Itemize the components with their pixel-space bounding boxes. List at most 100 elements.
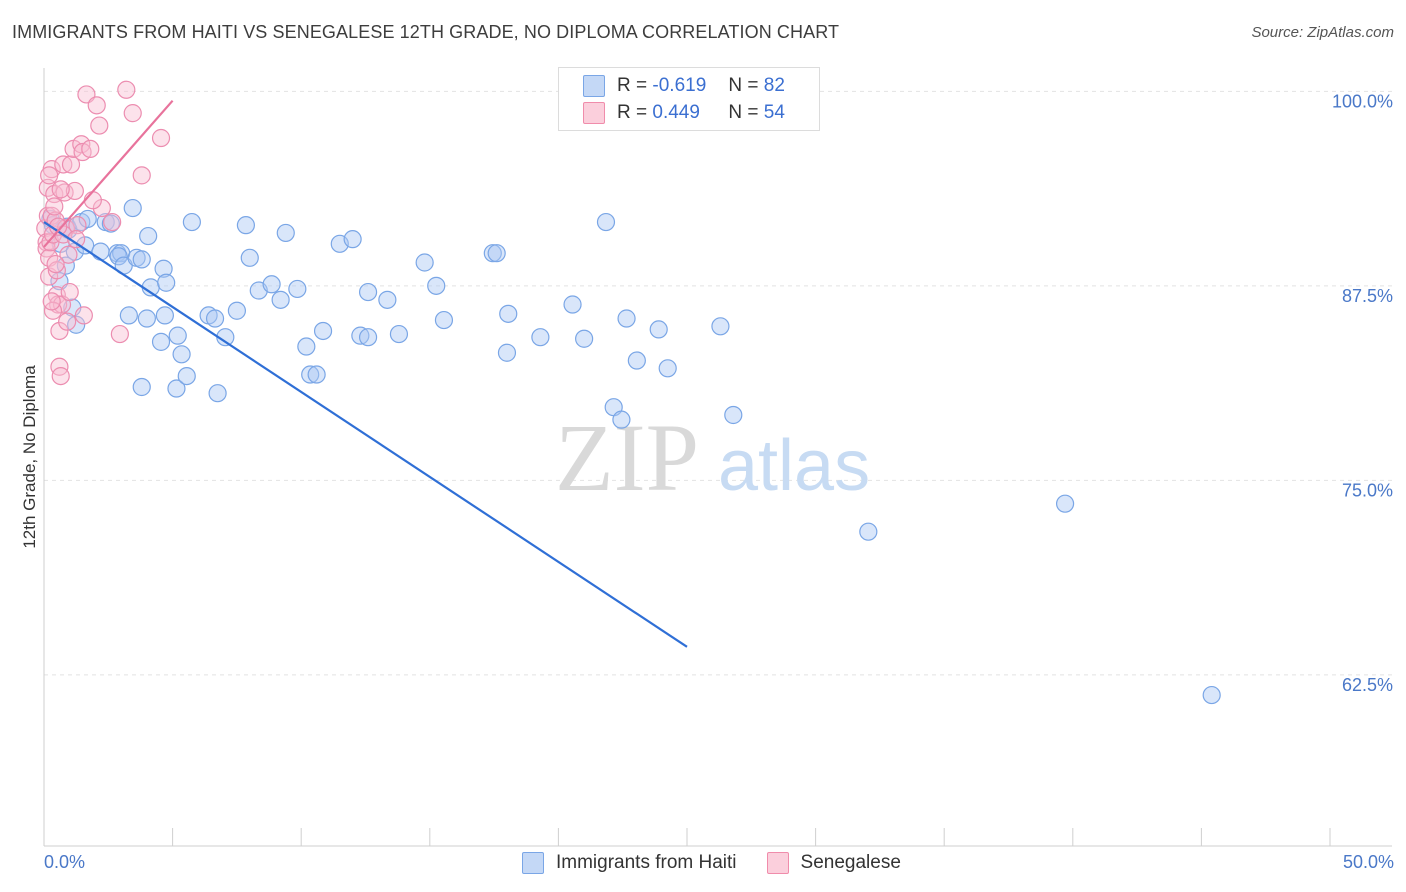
legend-swatch-haiti — [522, 852, 544, 874]
legend-label-senegalese: Senegalese — [800, 852, 901, 873]
haiti-point — [627, 351, 646, 370]
haiti-point — [205, 309, 225, 328]
legend-r-label: R = — [617, 75, 648, 96]
haiti-point — [155, 306, 174, 325]
haiti-point — [137, 309, 156, 328]
legend-row-haiti: R = -0.619 N = 82 — [583, 74, 785, 98]
legend-r-value: 0.449 — [652, 102, 700, 123]
trend-lines — [43, 99, 688, 648]
y-tick-labels: 100.0% 87.5% 75.0% 62.5% — [1332, 91, 1393, 695]
axes — [43, 68, 1392, 847]
watermark: ZIP atlas — [555, 404, 870, 511]
haiti-point — [307, 365, 326, 384]
haiti-point — [182, 212, 201, 232]
haiti-point — [358, 282, 378, 302]
haiti-point — [132, 377, 151, 397]
watermark-atlas: atlas — [718, 426, 870, 506]
haiti-point — [434, 310, 454, 330]
senegalese-point — [83, 191, 102, 210]
haiti-point — [157, 273, 176, 292]
senegalese-point — [50, 321, 69, 341]
senegalese-point — [81, 139, 100, 159]
x-tick-label-max: 50.0% — [1342, 852, 1394, 872]
senegalese-point — [60, 282, 79, 302]
y-tick-label: 75.0% — [1342, 480, 1393, 500]
haiti-point — [711, 317, 730, 336]
haiti-point — [596, 212, 616, 232]
haiti-point — [276, 223, 295, 243]
chart-title: IMMIGRANTS FROM HAITI VS SENEGALESE 12TH… — [12, 22, 840, 42]
haiti-point — [139, 226, 158, 246]
haiti-point — [343, 230, 362, 249]
legend-n-value: 54 — [763, 102, 785, 123]
haiti-point — [132, 250, 151, 269]
series-haiti-points — [41, 198, 1221, 705]
haiti-point — [563, 295, 582, 314]
haiti-point — [109, 247, 128, 266]
legend-swatch-haiti — [583, 75, 605, 97]
legend-r-value: -0.619 — [652, 75, 707, 96]
legend-n-value: 82 — [763, 75, 785, 96]
senegalese-point — [59, 245, 78, 264]
haiti-point — [1055, 494, 1075, 513]
haiti-point — [78, 209, 97, 229]
senegalese-point — [151, 128, 171, 148]
legend-swatch-senegalese — [766, 852, 789, 874]
haiti-point — [167, 379, 186, 398]
haiti-point — [76, 236, 95, 255]
haiti-point — [313, 321, 333, 341]
series-legend: Immigrants from Haiti Senegalese — [522, 852, 931, 874]
legend-n-label: N = — [728, 102, 759, 123]
haiti-point — [612, 410, 631, 429]
haiti-point — [531, 328, 550, 347]
senegalese-point — [123, 104, 142, 123]
senegalese-point — [47, 261, 66, 280]
haiti-point — [658, 359, 677, 378]
senegalese-point — [42, 292, 61, 311]
haiti-point — [649, 320, 668, 339]
haiti-point — [427, 276, 446, 295]
senegalese-point — [90, 116, 109, 135]
haiti-point — [177, 366, 196, 386]
legend-item-haiti: Immigrants from Haiti — [522, 852, 737, 874]
senegalese-point — [45, 197, 64, 216]
senegalese-point — [132, 166, 151, 185]
haiti-point — [378, 290, 397, 309]
haiti-point — [358, 328, 378, 347]
y-tick-label: 62.5% — [1342, 675, 1393, 695]
correlation-legend: R = -0.619 N = 82 R = 0.449 N = 54 — [558, 67, 820, 131]
y-tick-label: 100.0% — [1332, 91, 1393, 111]
haiti-point — [617, 309, 636, 328]
haiti-point — [271, 290, 290, 309]
legend-item-senegalese: Senegalese — [766, 852, 901, 874]
haiti-point — [859, 522, 878, 541]
senegalese-point — [74, 306, 93, 325]
senegalese-point — [61, 155, 81, 174]
haiti-point — [227, 301, 246, 320]
grid-lines — [44, 90, 1392, 676]
haiti-point — [415, 253, 434, 272]
haiti-point — [301, 365, 320, 384]
haiti-point — [208, 384, 227, 403]
haiti-point — [236, 216, 256, 235]
senegalese-point — [58, 312, 77, 331]
haiti-point — [154, 259, 173, 278]
senegalese-point — [50, 357, 69, 376]
senegalese-point — [51, 366, 70, 386]
senegalese-point — [51, 180, 70, 199]
haiti-point — [575, 329, 594, 348]
haiti-point — [172, 345, 191, 364]
x-tick-label-min: 0.0% — [44, 852, 86, 872]
senegalese-point — [103, 212, 122, 232]
haiti-point — [487, 244, 506, 263]
legend-label-haiti: Immigrants from Haiti — [556, 852, 737, 873]
senegalese-point — [54, 155, 73, 174]
senegalese-point — [68, 216, 87, 235]
senegalese-point — [67, 230, 86, 249]
haiti-point — [240, 248, 259, 267]
haiti-point — [91, 242, 110, 261]
senegalese-point — [40, 166, 59, 185]
senegalese-point — [72, 135, 91, 154]
senegalese-point — [46, 254, 65, 274]
y-tick-label: 87.5% — [1342, 286, 1393, 306]
